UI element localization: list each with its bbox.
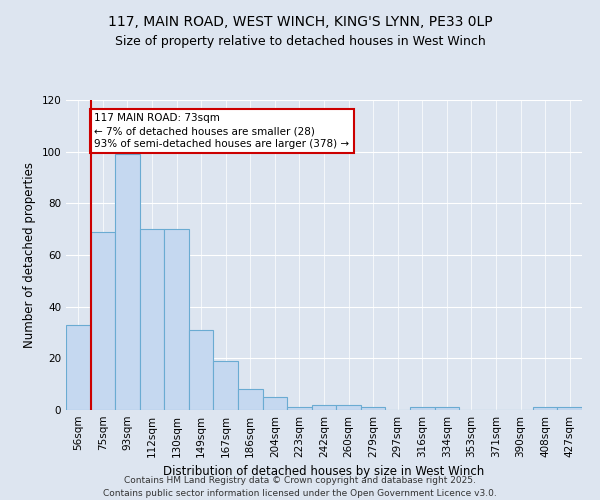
X-axis label: Distribution of detached houses by size in West Winch: Distribution of detached houses by size … xyxy=(163,466,485,478)
Bar xyxy=(361,408,385,410)
Bar xyxy=(287,408,312,410)
Bar xyxy=(336,405,361,410)
Bar xyxy=(238,390,263,410)
Bar xyxy=(434,408,459,410)
Bar xyxy=(189,330,214,410)
Bar xyxy=(410,408,434,410)
Bar xyxy=(557,408,582,410)
Bar xyxy=(263,397,287,410)
Bar xyxy=(140,229,164,410)
Bar xyxy=(312,405,336,410)
Text: 117, MAIN ROAD, WEST WINCH, KING'S LYNN, PE33 0LP: 117, MAIN ROAD, WEST WINCH, KING'S LYNN,… xyxy=(107,15,493,29)
Bar xyxy=(164,229,189,410)
Bar xyxy=(533,408,557,410)
Bar xyxy=(91,232,115,410)
Text: 117 MAIN ROAD: 73sqm
← 7% of detached houses are smaller (28)
93% of semi-detach: 117 MAIN ROAD: 73sqm ← 7% of detached ho… xyxy=(94,113,349,150)
Text: Size of property relative to detached houses in West Winch: Size of property relative to detached ho… xyxy=(115,35,485,48)
Bar xyxy=(115,154,140,410)
Text: Contains HM Land Registry data © Crown copyright and database right 2025.
Contai: Contains HM Land Registry data © Crown c… xyxy=(103,476,497,498)
Y-axis label: Number of detached properties: Number of detached properties xyxy=(23,162,36,348)
Bar xyxy=(66,325,91,410)
Bar xyxy=(214,361,238,410)
